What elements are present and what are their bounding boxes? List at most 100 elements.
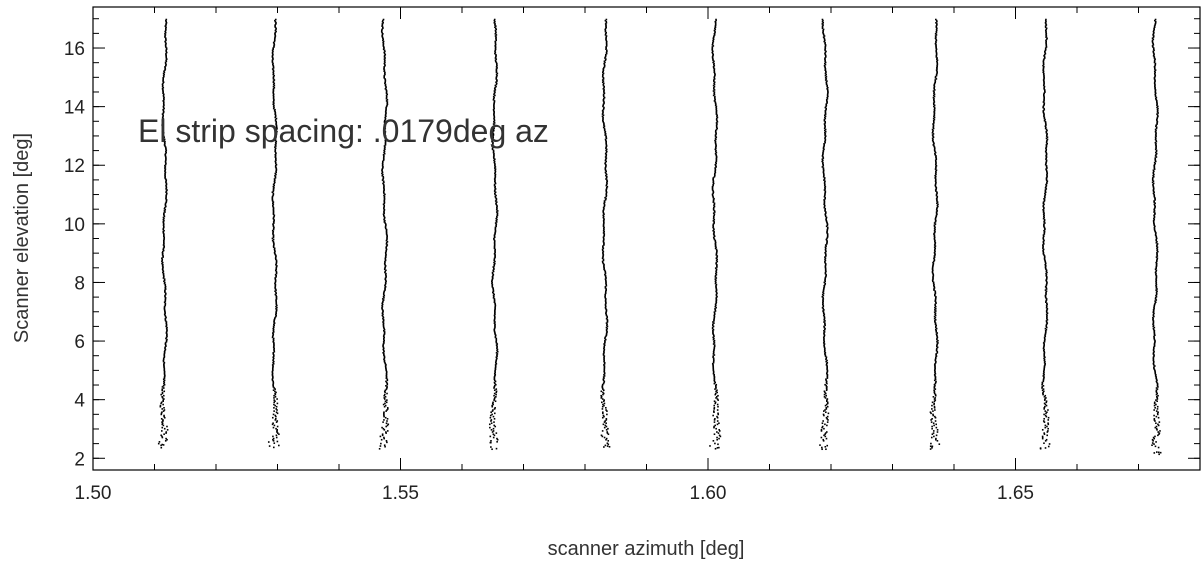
data-point xyxy=(160,434,162,437)
data-point xyxy=(604,133,607,135)
data-point xyxy=(164,289,166,291)
data-point xyxy=(493,295,495,298)
data-point xyxy=(826,80,828,82)
data-point xyxy=(605,27,607,30)
data-point xyxy=(383,66,386,68)
data-point xyxy=(824,320,826,322)
data-point xyxy=(162,90,164,92)
data-point xyxy=(272,217,275,220)
data-point xyxy=(494,46,497,48)
data-point xyxy=(824,137,826,140)
data-point xyxy=(602,117,604,120)
data-point xyxy=(822,165,825,167)
data-point xyxy=(165,331,168,333)
data-point xyxy=(494,407,496,409)
data-point xyxy=(715,118,718,121)
data-point xyxy=(934,292,937,295)
data-point xyxy=(494,24,496,26)
data-point xyxy=(603,402,606,405)
data-point xyxy=(1045,144,1048,146)
data-point xyxy=(934,81,937,84)
data-point xyxy=(494,248,496,251)
data-point xyxy=(602,393,604,396)
data-point xyxy=(1155,135,1157,137)
data-point xyxy=(1154,202,1156,205)
data-point xyxy=(934,357,937,360)
data-point xyxy=(163,278,166,280)
data-point xyxy=(381,35,383,37)
data-point xyxy=(274,36,276,38)
data-point xyxy=(272,73,275,76)
data-point xyxy=(935,355,938,357)
data-point xyxy=(1044,264,1047,266)
data-point xyxy=(164,29,167,32)
data-point xyxy=(491,148,494,151)
data-point xyxy=(272,207,275,210)
data-point xyxy=(273,38,276,41)
data-point xyxy=(493,103,495,106)
data-point xyxy=(1155,294,1157,297)
data-point xyxy=(825,218,827,221)
data-point xyxy=(1042,205,1045,208)
data-point xyxy=(385,100,388,102)
data-point xyxy=(1152,316,1154,319)
data-point xyxy=(934,312,937,315)
data-point xyxy=(276,402,279,405)
data-point xyxy=(1042,242,1045,244)
data-point xyxy=(494,181,496,184)
data-point xyxy=(383,121,386,123)
data-point xyxy=(1152,348,1155,351)
data-point xyxy=(493,235,496,238)
data-point xyxy=(714,243,717,245)
data-point xyxy=(165,327,168,330)
data-point xyxy=(933,317,936,320)
data-point xyxy=(1156,383,1159,386)
data-point xyxy=(1151,177,1154,179)
data-point xyxy=(276,409,278,411)
data-point xyxy=(275,315,277,318)
data-point xyxy=(826,234,829,236)
data-point xyxy=(1043,352,1046,354)
data-point xyxy=(493,190,496,192)
data-point xyxy=(714,23,717,25)
data-point xyxy=(1154,225,1156,228)
data-point xyxy=(1044,335,1047,338)
data-point xyxy=(1045,404,1048,407)
data-point xyxy=(163,96,165,99)
data-point xyxy=(495,358,498,361)
data-point xyxy=(275,27,277,30)
data-point xyxy=(273,399,276,401)
data-point xyxy=(1152,46,1154,48)
data-point xyxy=(1045,288,1048,290)
data-point xyxy=(493,100,496,102)
data-point xyxy=(1157,424,1160,427)
data-point xyxy=(824,210,826,212)
data-point xyxy=(713,313,716,316)
data-point xyxy=(493,246,496,249)
data-point xyxy=(1154,83,1156,86)
data-point xyxy=(382,180,385,183)
data-point xyxy=(1155,150,1158,153)
data-point xyxy=(275,125,278,128)
data-point xyxy=(715,117,718,120)
data-point xyxy=(1042,84,1045,87)
data-point xyxy=(934,382,937,385)
data-point xyxy=(935,426,938,429)
data-point xyxy=(931,418,933,420)
data-point xyxy=(1152,47,1155,49)
y-tick-label: 16 xyxy=(64,39,85,60)
data-point xyxy=(1046,411,1048,414)
data-point xyxy=(1152,361,1155,364)
data-point xyxy=(164,160,167,163)
data-point xyxy=(275,418,277,420)
data-point xyxy=(603,233,606,235)
data-point xyxy=(934,221,937,223)
data-point xyxy=(716,255,719,257)
data-point xyxy=(383,297,385,299)
data-point xyxy=(1155,265,1158,267)
data-point xyxy=(933,258,936,261)
data-point xyxy=(1043,407,1046,409)
data-point xyxy=(1043,226,1046,229)
data-point xyxy=(1155,291,1158,294)
data-point xyxy=(383,328,386,331)
